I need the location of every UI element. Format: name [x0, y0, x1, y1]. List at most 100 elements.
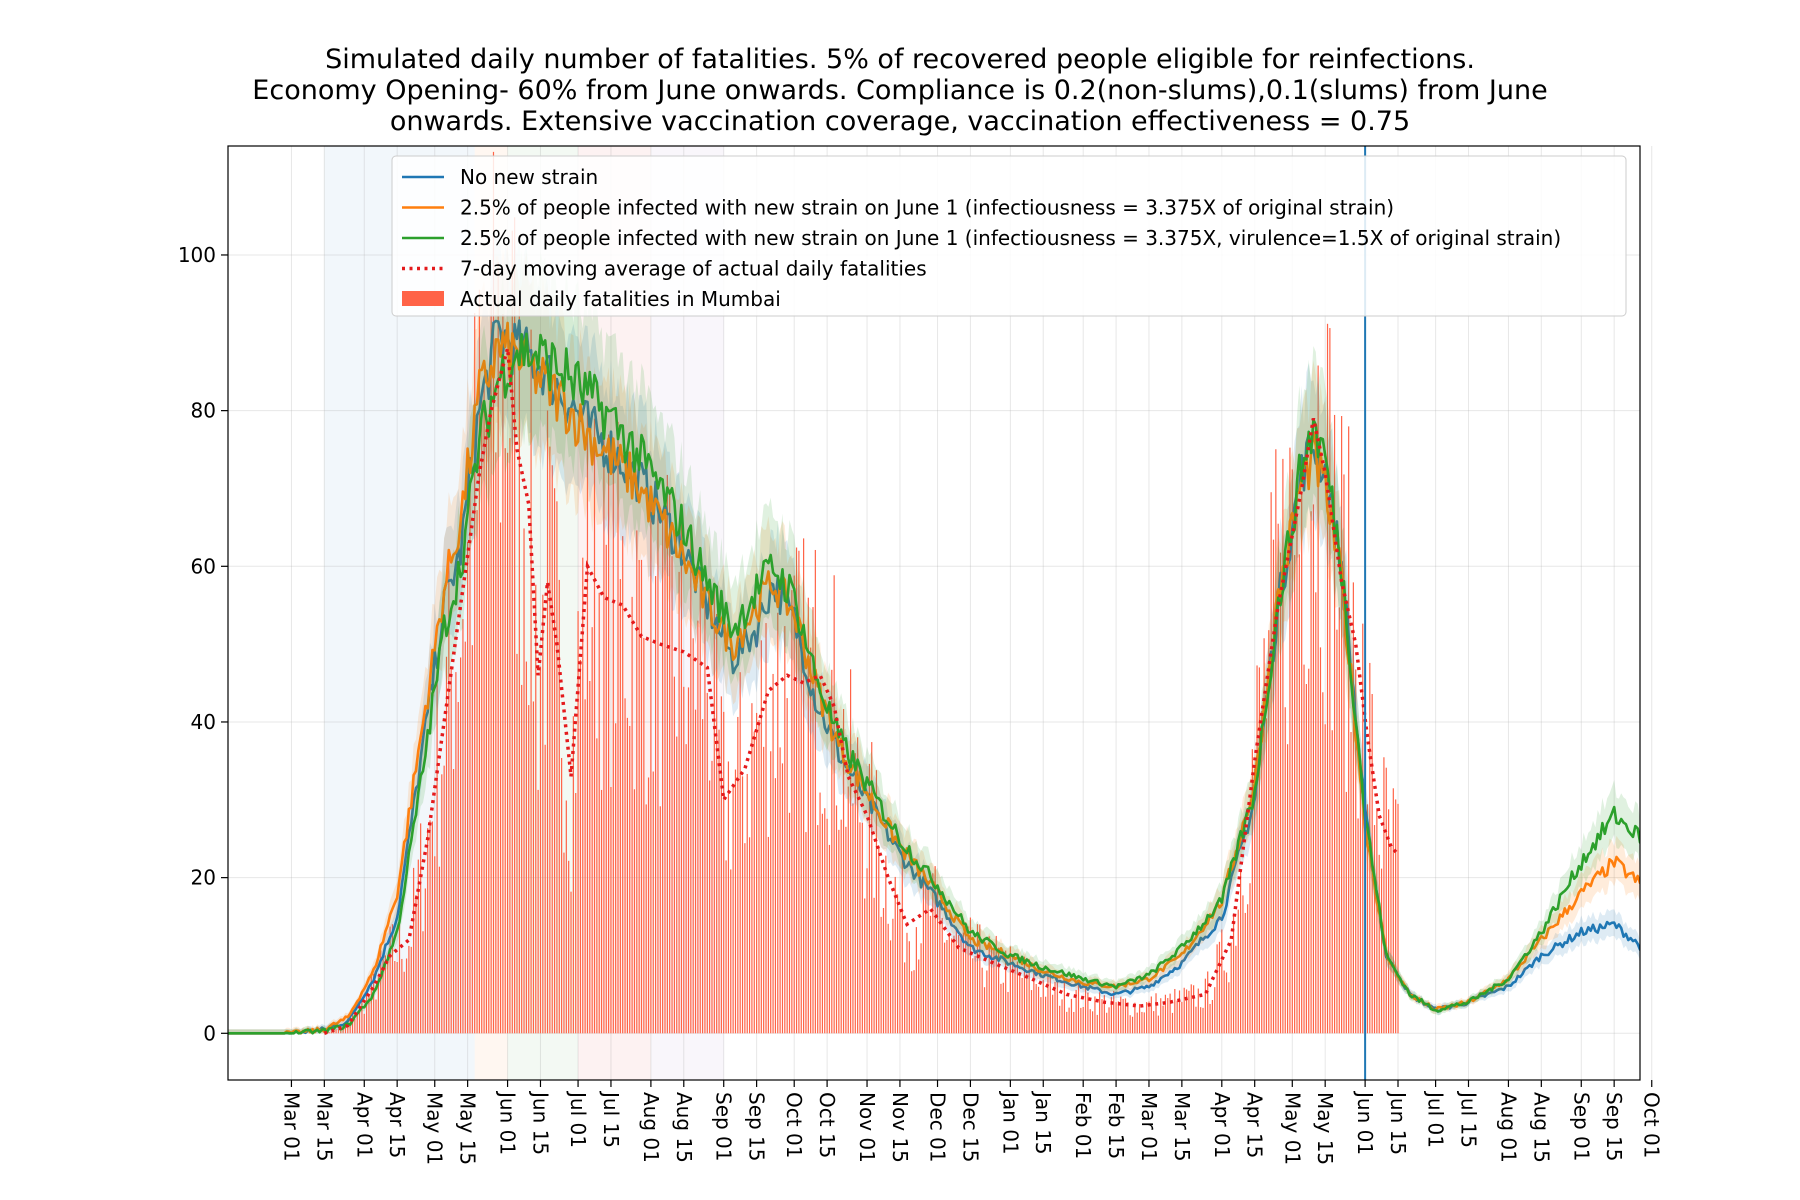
bar-150 — [643, 637, 645, 1034]
bar-64 — [441, 774, 443, 1034]
bar-82 — [483, 377, 485, 1034]
bar-41 — [387, 954, 389, 1034]
bar-32 — [366, 991, 368, 1034]
bar-62 — [436, 675, 438, 1034]
bar-316 — [1033, 970, 1035, 1034]
x-tick-label-38: Sep 15 — [1602, 1092, 1626, 1162]
bar-234 — [840, 819, 842, 1034]
bar-432 — [1305, 684, 1307, 1034]
plot-frame — [227, 145, 1641, 1081]
bar-413 — [1261, 711, 1263, 1034]
bar-365 — [1148, 1001, 1150, 1034]
bar-446 — [1338, 607, 1340, 1034]
bar-340 — [1089, 1009, 1091, 1034]
bar-385 — [1195, 1006, 1197, 1034]
x-tick-label-26: Mar 15 — [1170, 1092, 1194, 1162]
bar-414 — [1263, 638, 1265, 1034]
bar-175 — [701, 719, 704, 1034]
bar-27 — [354, 1019, 356, 1034]
bar-63 — [438, 866, 441, 1034]
legend-label-1: No new strain — [460, 165, 598, 189]
bar-94 — [511, 230, 513, 1034]
bar-203 — [767, 836, 769, 1034]
bar-100 — [525, 661, 527, 1034]
bar-92 — [506, 452, 509, 1034]
x-tick-label-28: Apr 15 — [1243, 1092, 1267, 1158]
bar-95 — [514, 217, 516, 1034]
bar-464 — [1380, 868, 1383, 1034]
bar-144 — [629, 725, 631, 1034]
bar-165 — [678, 571, 680, 1034]
bar-386 — [1197, 988, 1199, 1034]
x-tick-label-21: Jan 01 — [998, 1090, 1022, 1155]
bar-327 — [1059, 1005, 1061, 1034]
bar-164 — [676, 736, 678, 1034]
bar-320 — [1042, 980, 1044, 1034]
bar-318 — [1037, 986, 1040, 1034]
bar-241 — [857, 737, 859, 1034]
bar-352 — [1117, 1001, 1120, 1034]
bar-281 — [951, 938, 953, 1034]
y-tick-label-5: 80 — [191, 399, 216, 423]
bar-390 — [1207, 971, 1209, 1034]
x-tick-label-22: Jan 15 — [1031, 1090, 1055, 1155]
x-tick-label-35: Aug 01 — [1496, 1092, 1520, 1163]
bar-119 — [570, 891, 572, 1034]
bar-188 — [732, 786, 734, 1034]
bar-58 — [427, 828, 429, 1034]
bar-33 — [368, 994, 370, 1034]
chart-title-line-3: onwards. Extensive vaccination coverage,… — [389, 106, 1411, 137]
bar-207 — [777, 612, 779, 1034]
bar-435 — [1312, 504, 1315, 1034]
bar-276 — [939, 905, 941, 1034]
bar-38 — [380, 950, 382, 1034]
chart-title-line-2: Economy Opening- 60% from June onwards. … — [252, 75, 1548, 106]
bar-258 — [896, 894, 899, 1034]
bar-387 — [1200, 1007, 1202, 1034]
bar-348 — [1108, 1007, 1110, 1034]
bar-70 — [455, 672, 457, 1034]
bar-109 — [546, 410, 549, 1034]
bar-422 — [1282, 458, 1284, 1034]
bar-396 — [1221, 929, 1223, 1034]
bar-284 — [958, 934, 960, 1034]
bar-379 — [1181, 1001, 1183, 1034]
bar-300 — [995, 935, 997, 1034]
legend-box — [391, 155, 1627, 317]
x-tick-label-12: Aug 15 — [672, 1092, 696, 1163]
bar-433 — [1308, 668, 1310, 1034]
bar-105 — [537, 789, 539, 1034]
bar-263 — [908, 941, 910, 1034]
bar-439 — [1322, 692, 1324, 1034]
bar-411 — [1256, 665, 1258, 1034]
bar-251 — [880, 916, 882, 1034]
bar-395 — [1218, 941, 1221, 1034]
bar-471 — [1397, 803, 1399, 1034]
series-line-3 — [228, 332, 1640, 1035]
bar-361 — [1138, 1004, 1141, 1034]
bar-139 — [617, 421, 619, 1034]
bar-158 — [662, 510, 664, 1034]
bar-403 — [1237, 909, 1239, 1034]
bar-415 — [1265, 718, 1268, 1034]
bar-447 — [1341, 416, 1343, 1034]
bar-169 — [687, 687, 690, 1034]
bar-398 — [1225, 972, 1228, 1034]
bar-423 — [1284, 707, 1286, 1034]
bar-228 — [826, 818, 828, 1034]
bar-421 — [1279, 552, 1282, 1034]
bar-342 — [1094, 996, 1096, 1034]
bar-253 — [885, 855, 887, 1034]
bar-225 — [819, 792, 821, 1034]
bar-76 — [469, 488, 471, 1034]
bar-220 — [807, 597, 809, 1034]
x-tick-label-36: Aug 15 — [1529, 1092, 1553, 1163]
bar-250 — [878, 848, 880, 1034]
bar-237 — [847, 786, 849, 1034]
bar-143 — [626, 717, 629, 1034]
bar-374 — [1169, 993, 1171, 1034]
bar-293 — [979, 924, 981, 1034]
bar-451 — [1350, 732, 1352, 1034]
bar-283 — [955, 926, 957, 1034]
bar-122 — [577, 611, 579, 1034]
